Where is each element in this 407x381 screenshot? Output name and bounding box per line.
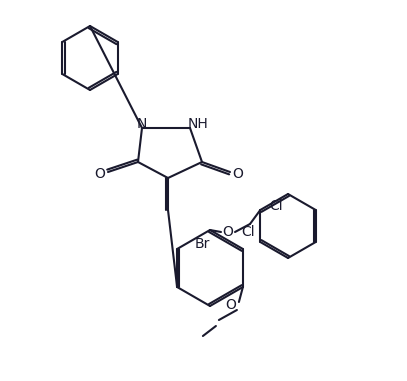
Text: Cl: Cl xyxy=(241,225,255,239)
Text: Cl: Cl xyxy=(269,199,283,213)
Text: O: O xyxy=(232,167,243,181)
Text: O: O xyxy=(94,167,105,181)
Text: Br: Br xyxy=(195,237,210,251)
Text: NH: NH xyxy=(188,117,208,131)
Text: O: O xyxy=(223,225,234,239)
Text: N: N xyxy=(137,117,147,131)
Text: O: O xyxy=(225,298,236,312)
